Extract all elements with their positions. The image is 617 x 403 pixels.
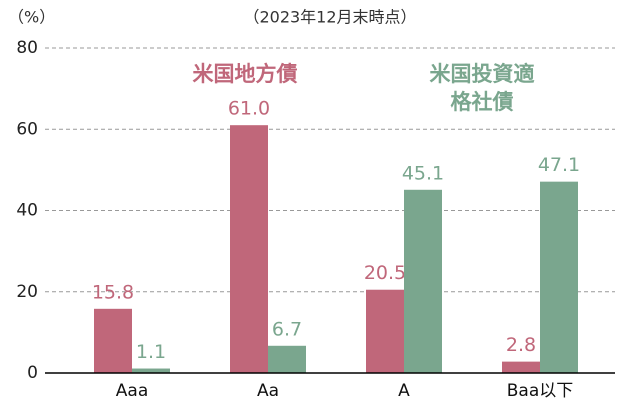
x-tick-label: Aa <box>257 381 279 401</box>
subtitle: （2023年12月末時点） <box>243 8 416 27</box>
bar <box>366 289 404 373</box>
value-label: 2.8 <box>506 334 536 356</box>
bar <box>268 345 306 373</box>
y-tick-label: 0 <box>27 363 38 383</box>
y-tick-label: 80 <box>16 38 38 58</box>
x-tick-label: Aaa <box>116 381 148 401</box>
y-tick-label: 60 <box>16 119 38 139</box>
bar <box>540 181 578 373</box>
value-label: 20.5 <box>364 262 406 284</box>
value-label: 15.8 <box>92 281 134 303</box>
value-label: 61.0 <box>228 98 270 120</box>
x-tick-label: A <box>398 381 410 401</box>
bar <box>404 189 442 373</box>
value-label: 45.1 <box>402 162 444 184</box>
y-tick-label: 20 <box>16 282 38 302</box>
x-tick-label: Baa以下 <box>507 381 574 401</box>
legend-entry: 米国地方債 <box>192 62 298 86</box>
value-label: 47.1 <box>538 154 580 176</box>
bar <box>132 368 170 373</box>
bar <box>502 361 540 373</box>
bar <box>230 125 268 373</box>
y-axis-label: （%） <box>8 8 55 27</box>
value-label: 1.1 <box>136 341 166 363</box>
bar <box>94 308 132 373</box>
value-label: 6.7 <box>272 318 302 340</box>
y-tick-label: 40 <box>16 201 38 221</box>
legend-entry: 米国投資適格社債 <box>429 62 535 114</box>
